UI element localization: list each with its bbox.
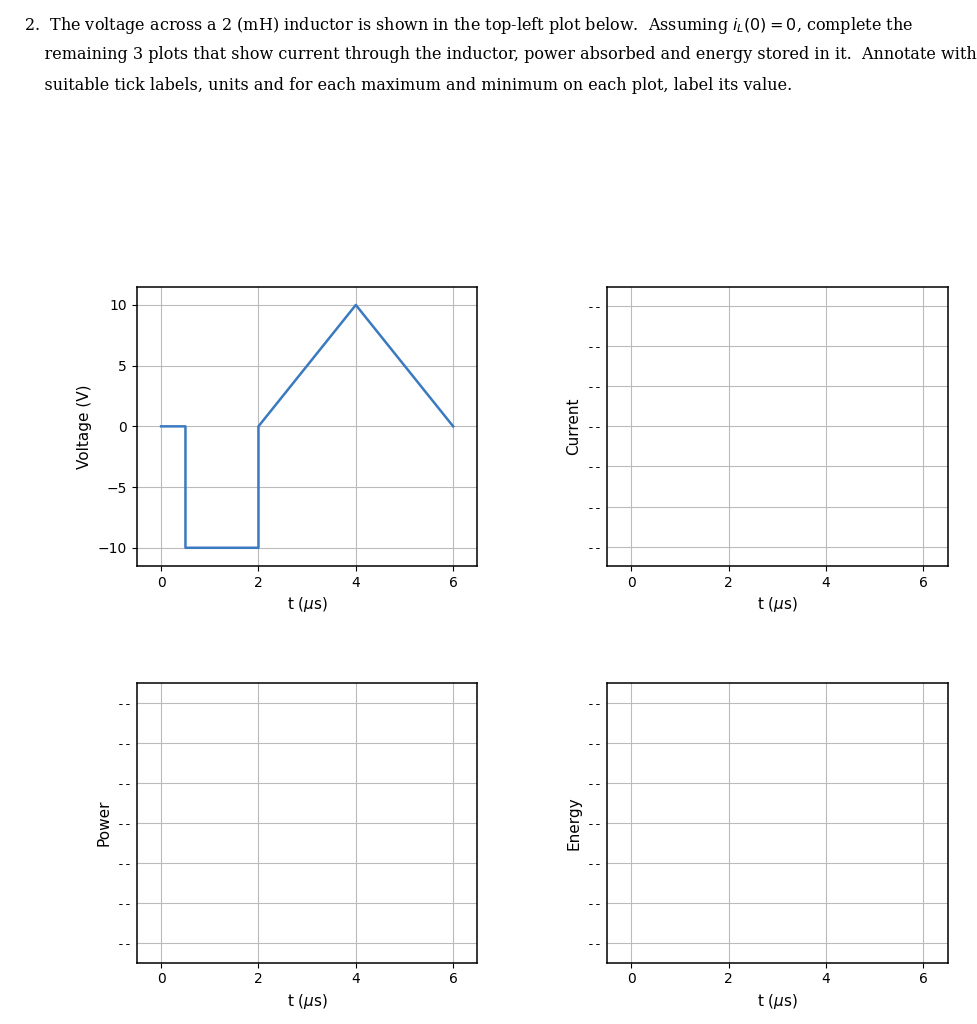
X-axis label: t ($\mu$s): t ($\mu$s): [286, 595, 327, 614]
Text: suitable tick labels, units and for each maximum and minimum on each plot, label: suitable tick labels, units and for each…: [24, 77, 792, 94]
X-axis label: t ($\mu$s): t ($\mu$s): [757, 595, 798, 614]
Y-axis label: Voltage (V): Voltage (V): [77, 384, 92, 469]
Text: remaining 3 plots that show current through the inductor, power absorbed and ene: remaining 3 plots that show current thro…: [24, 46, 977, 63]
Text: 2.  The voltage across a 2 (mH) inductor is shown in the top-left plot below.  A: 2. The voltage across a 2 (mH) inductor …: [24, 15, 913, 37]
X-axis label: t ($\mu$s): t ($\mu$s): [286, 992, 327, 1011]
Y-axis label: Current: Current: [567, 397, 581, 455]
Y-axis label: Power: Power: [96, 800, 111, 846]
Y-axis label: Energy: Energy: [567, 796, 581, 850]
X-axis label: t ($\mu$s): t ($\mu$s): [757, 992, 798, 1011]
